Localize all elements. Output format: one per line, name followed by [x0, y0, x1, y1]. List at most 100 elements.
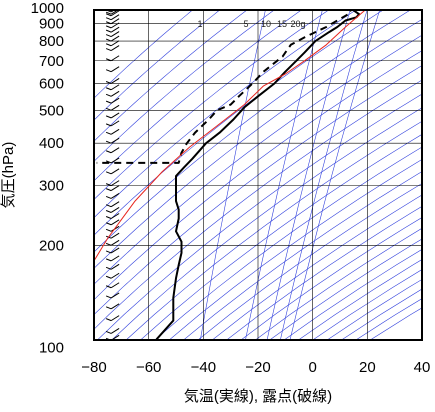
wind-barb [105, 247, 120, 254]
wind-barb [105, 18, 120, 25]
y-tick-label: 300 [39, 178, 64, 195]
x-tick-labels: −80 −60 −40 −20 0 20 40 [81, 359, 430, 376]
wind-barb [105, 128, 120, 135]
dry-adiabat [94, 10, 221, 121]
wind-barb [105, 31, 120, 38]
wind-barb [105, 180, 120, 187]
dry-adiabat [94, 10, 193, 99]
mixing-ratio-label: 1 [197, 19, 202, 29]
wind-barb [105, 97, 120, 104]
wind-barb [105, 272, 120, 279]
dry-adiabat [140, 134, 422, 340]
y-tick-label: 200 [39, 237, 64, 254]
dewpoint-line [96, 10, 352, 164]
dry-adiabat [94, 50, 422, 301]
wind-barbs [105, 3, 120, 348]
wind-barb [105, 219, 120, 226]
x-tick-label: 40 [414, 359, 431, 376]
mixing-ratio-label: 20g [290, 19, 305, 29]
dry-adiabat [197, 183, 422, 340]
wind-barb [105, 26, 120, 33]
dry-adiabat [111, 107, 422, 340]
wind-barb [105, 22, 120, 29]
mixing-ratio-line [200, 10, 266, 340]
mixing-ratio-line [266, 10, 351, 340]
dry-adiabat [154, 146, 422, 340]
dry-adiabat [94, 10, 412, 253]
profile-series [94, 10, 366, 340]
mixing-ratio-label: 15 [277, 19, 287, 29]
dry-adiabat [226, 206, 422, 340]
pressure-temperature-grid [94, 10, 422, 340]
mixing-ratio-line [289, 10, 380, 340]
wind-barb [105, 255, 120, 262]
dry-adiabat [168, 159, 422, 340]
wind-barb [105, 315, 120, 322]
wind-barb [105, 137, 120, 144]
wind-barb [105, 303, 120, 310]
wind-barb [105, 112, 120, 119]
wind-barb [105, 225, 120, 232]
dry-adiabat-lines [94, 10, 422, 340]
y-tick-label: 600 [39, 75, 64, 92]
wind-barb [105, 90, 120, 97]
wind-barb [105, 157, 120, 164]
y-axis-label: 気圧(hPa) [0, 142, 17, 209]
dry-adiabat [183, 171, 422, 340]
wind-barb [105, 147, 120, 154]
wind-barb [105, 120, 120, 127]
y-tick-label: 1000 [31, 0, 64, 17]
dry-adiabat [96, 93, 422, 340]
wind-barb [105, 55, 120, 62]
x-tick-label: 20 [359, 359, 376, 376]
wind-barb [105, 168, 120, 175]
wind-barb [105, 282, 120, 289]
dry-adiabat [94, 10, 303, 182]
wind-barb [105, 328, 120, 334]
mixing-ratio-lines [200, 10, 380, 340]
x-axis-label: 気温(実線), 露点(破線) [184, 388, 332, 405]
mixing-ratio-label: 5 [243, 19, 248, 29]
wind-barb [105, 185, 120, 192]
dry-adiabat [94, 10, 248, 142]
wind-barb [105, 35, 120, 42]
dry-adiabat [94, 18, 422, 269]
dry-adiabat [94, 10, 330, 200]
mixing-ratio-label: 10 [261, 19, 271, 29]
x-tick-label: 0 [308, 359, 316, 376]
wind-barb [105, 84, 120, 91]
wind-barb [105, 14, 120, 21]
wind-barb [105, 78, 120, 84]
wind-barb [105, 193, 120, 199]
wind-barb [105, 239, 120, 246]
dry-adiabat [94, 10, 357, 219]
wind-barb [105, 10, 120, 17]
x-tick-label: −60 [136, 359, 161, 376]
x-tick-label: −20 [245, 359, 270, 376]
plot-frame [93, 9, 423, 341]
dry-adiabat [94, 65, 422, 315]
parcel-line [94, 10, 366, 262]
wind-barb [105, 201, 120, 208]
y-tick-label: 800 [39, 33, 64, 50]
y-tick-label: 900 [39, 16, 64, 33]
dry-adiabat [94, 79, 422, 330]
dry-adiabat [340, 288, 422, 340]
mixing-ratio-line [245, 10, 323, 340]
wind-barb [105, 40, 120, 47]
temperature-line [155, 10, 361, 340]
wind-barb [105, 263, 120, 270]
dry-adiabat [125, 120, 422, 340]
dry-adiabat [254, 227, 422, 340]
wind-barb [105, 292, 120, 299]
wind-barb [105, 66, 120, 73]
wind-barb [106, 3, 119, 8]
wind-barb [106, 343, 119, 348]
y-tick-label: 400 [39, 135, 64, 152]
wind-barb [105, 104, 120, 111]
wind-barb [110, 10, 112, 11]
wind-barb [105, 45, 120, 52]
x-tick-label: −80 [81, 359, 106, 376]
